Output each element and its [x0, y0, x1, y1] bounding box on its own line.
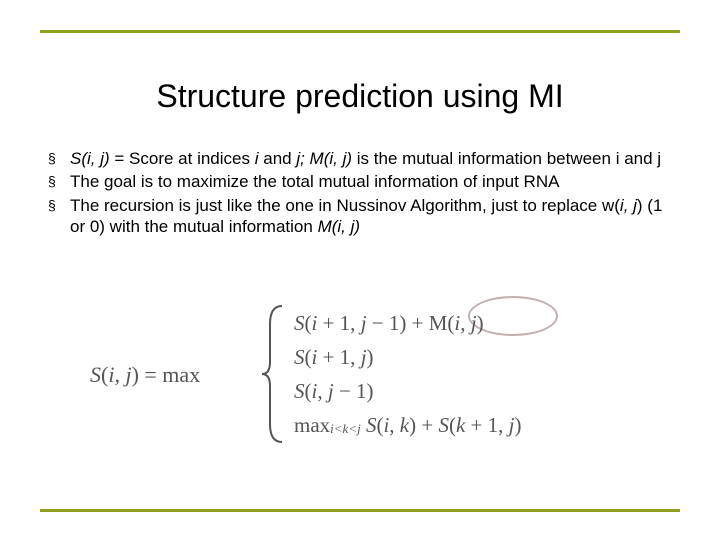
left-brace — [260, 304, 290, 444]
bullet-marker: § — [48, 195, 70, 215]
bullet-list: §S(i, j) = Score at indices i and j; M(i… — [48, 148, 672, 239]
bullet-item: §The recursion is just like the one in N… — [48, 195, 672, 238]
bullet-marker: § — [48, 148, 70, 168]
highlight-circle — [468, 296, 558, 336]
bottom-horizontal-rule — [40, 509, 680, 512]
top-horizontal-rule — [40, 30, 680, 33]
formula-case-3: S(i, j − 1) — [294, 374, 521, 408]
formula-case-2: S(i + 1, j) — [294, 340, 521, 374]
bullet-text: The recursion is just like the one in Nu… — [70, 195, 672, 238]
formula-lhs: S(i, j) = max — [90, 362, 200, 388]
formula-block: S(i, j) = max S(i + 1, j − 1) + M(i, j) … — [90, 300, 660, 460]
formula-case-4: maxi<k<j S(i, k) + S(k + 1, j) — [294, 408, 521, 442]
bullet-text: The goal is to maximize the total mutual… — [70, 171, 672, 192]
bullet-text: S(i, j) = Score at indices i and j; M(i,… — [70, 148, 672, 169]
slide-title: Structure prediction using MI — [0, 78, 720, 115]
bullet-marker: § — [48, 171, 70, 191]
bullet-item: §The goal is to maximize the total mutua… — [48, 171, 672, 192]
bullet-item: §S(i, j) = Score at indices i and j; M(i… — [48, 148, 672, 169]
